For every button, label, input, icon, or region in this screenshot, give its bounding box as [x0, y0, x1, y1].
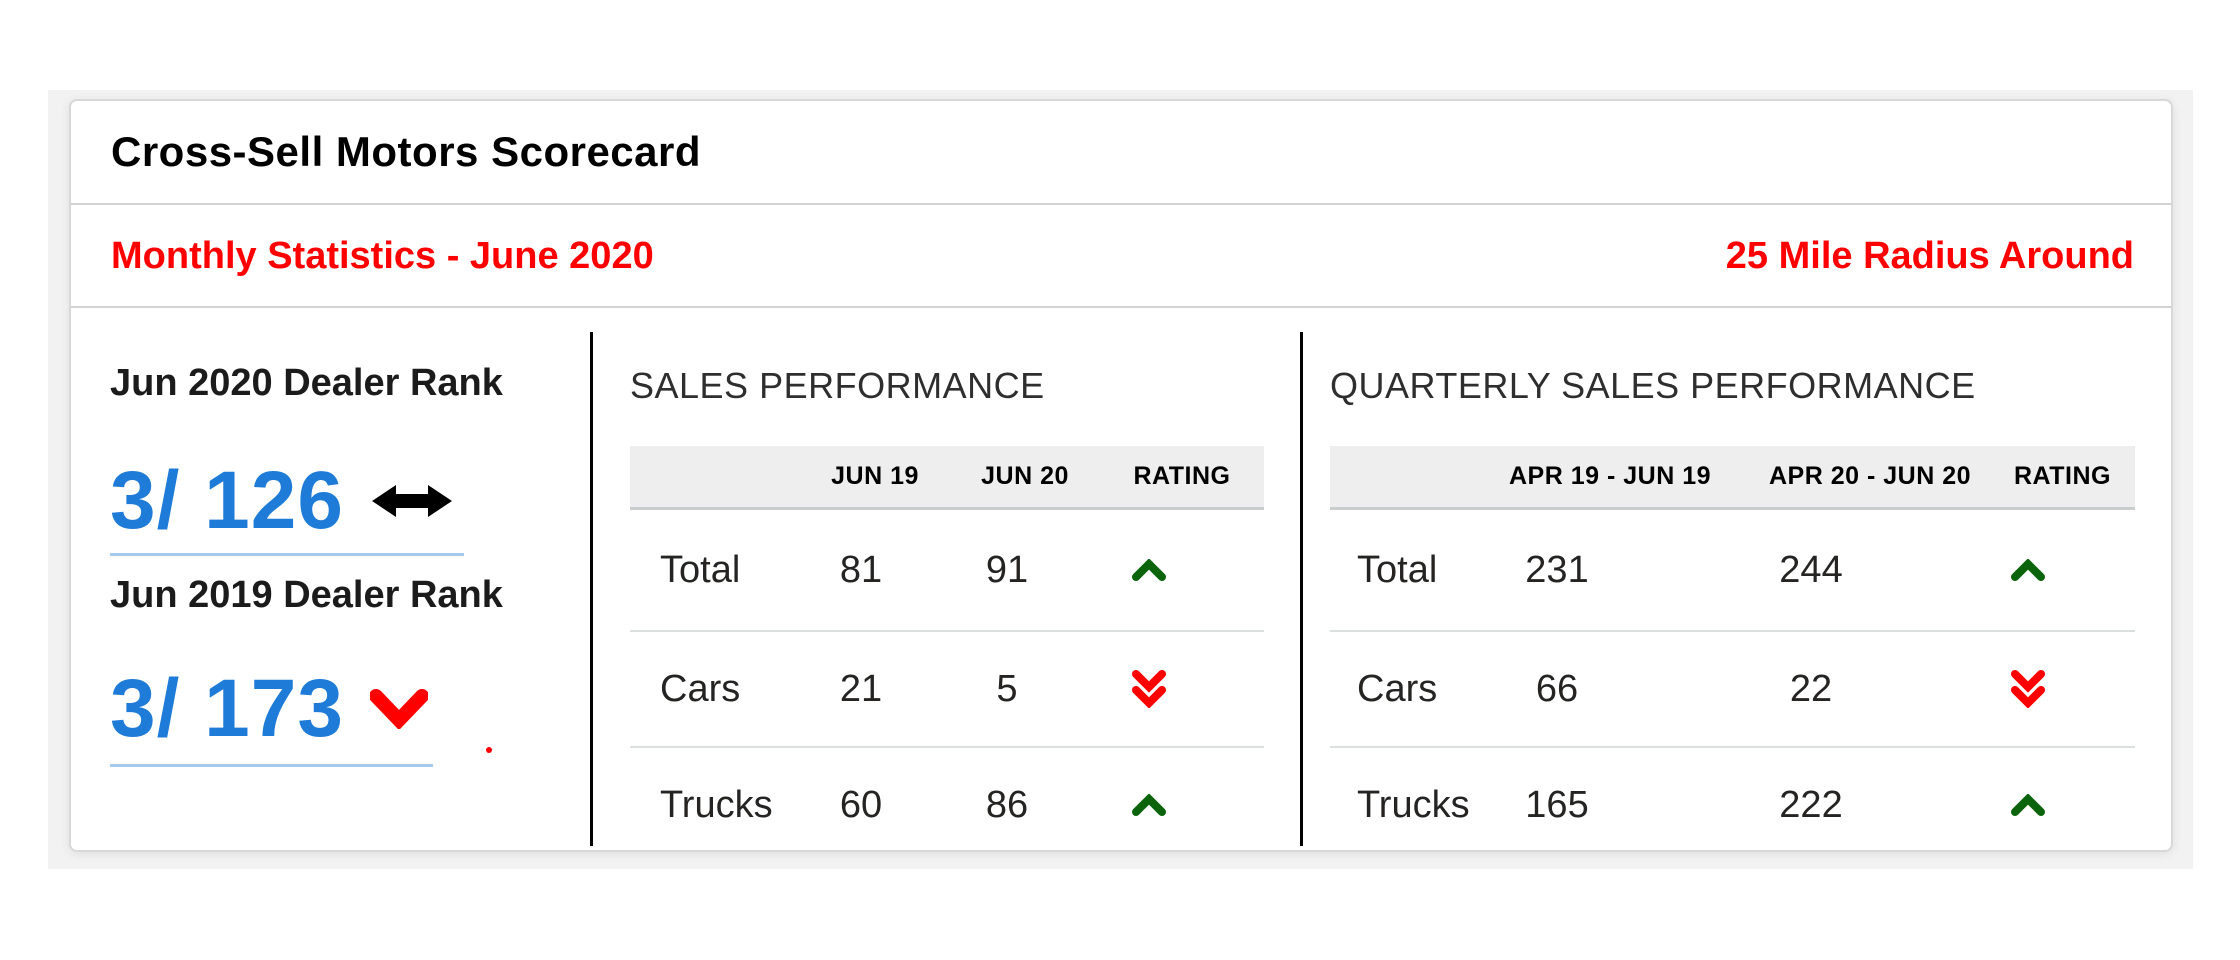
- row-label: Total: [660, 548, 741, 591]
- kpi-2020-underline: [110, 553, 464, 556]
- subtitle-left: Monthly Statistics - June 2020: [111, 235, 654, 277]
- column-header-jun20: JUN 20: [981, 462, 1069, 490]
- table-row: Trucks 165 222: [1330, 746, 2135, 862]
- cell-value: 66: [1535, 667, 1579, 710]
- column-header-apr19-jun19: APR 19 - JUN 19: [1508, 462, 1712, 490]
- trend-double-down-icon: [1067, 670, 1231, 708]
- page-title: Cross-Sell Motors Scorecard: [111, 128, 702, 175]
- table-row: Trucks 60 86: [630, 746, 1264, 862]
- kpi-2019-value-row: 3/ 173: [110, 661, 428, 757]
- title-row: Cross-Sell Motors Scorecard: [71, 101, 2171, 205]
- row-label: Trucks: [660, 783, 773, 826]
- row-label: Total: [1357, 548, 1438, 591]
- table-row: Cars 21 5: [630, 630, 1264, 746]
- subtitle-row: Monthly Statistics - June 2020 25 Mile R…: [71, 207, 2171, 308]
- kpi-2019-value: 3/ 173: [110, 663, 344, 754]
- cell-value: 91: [985, 548, 1029, 591]
- kpi-2019-underline: [110, 764, 433, 767]
- kpi-2020-value-row: 3/ 126: [110, 453, 454, 549]
- cell-value: 244: [1779, 548, 1843, 591]
- row-label: Cars: [660, 667, 741, 710]
- section-divider-right: [1300, 332, 1303, 846]
- cell-value: 86: [985, 783, 1029, 826]
- sales-performance-title: SALES PERFORMANCE: [630, 365, 1045, 406]
- trend-double-down-icon: [1955, 670, 2100, 708]
- quarterly-header: APR 19 - JUN 19 APR 20 - JUN 20 RATING: [1330, 446, 2135, 510]
- left-right-arrow-icon: [370, 483, 454, 519]
- sales-performance-header: JUN 19 JUN 20 RATING: [630, 446, 1264, 510]
- cell-value: 231: [1525, 548, 1589, 591]
- quarterly-sales-performance-title: QUARTERLY SALES PERFORMANCE: [1330, 365, 1976, 406]
- row-label: Trucks: [1357, 783, 1470, 826]
- section-divider-left: [590, 332, 593, 846]
- scorecard-card: Cross-Sell Motors Scorecard Monthly Stat…: [69, 99, 2173, 852]
- table-row: Total 81 91: [630, 510, 1264, 630]
- table-row: Total 231 244: [1330, 510, 2135, 630]
- cell-value: 222: [1779, 783, 1843, 826]
- table-row: Cars 66 22: [1330, 630, 2135, 746]
- cell-value: 21: [839, 667, 883, 710]
- sales-performance-table: SALES PERFORMANCE JUN 19 JUN 20 RATING T…: [630, 366, 1264, 862]
- column-header-rating: RATING: [2014, 462, 2111, 490]
- trend-up-icon: [1067, 794, 1231, 816]
- chevron-down-icon: [369, 689, 428, 729]
- cell-value: 60: [839, 783, 883, 826]
- column-header-apr20-jun20: APR 20 - JUN 20: [1768, 462, 1972, 490]
- column-header-rating: RATING: [1133, 462, 1231, 490]
- red-dot-artifact: [486, 747, 492, 753]
- column-header-jun19: JUN 19: [831, 462, 919, 490]
- subtitle-right: 25 Mile Radius Around: [1725, 235, 2134, 277]
- trend-up-icon: [1955, 559, 2100, 581]
- kpi-2020-label: Jun 2020 Dealer Rank: [110, 362, 503, 404]
- quarterly-sales-performance-table: QUARTERLY SALES PERFORMANCE APR 19 - JUN…: [1330, 366, 2135, 862]
- kpi-2020-value: 3/ 126: [110, 455, 344, 546]
- cell-value: 22: [1789, 667, 1833, 710]
- cell-value: 5: [996, 667, 1018, 710]
- trend-up-icon: [1955, 794, 2100, 816]
- cell-value: 165: [1525, 783, 1589, 826]
- kpi-2019-label: Jun 2019 Dealer Rank: [110, 574, 503, 616]
- row-label: Cars: [1357, 667, 1438, 710]
- trend-up-icon: [1067, 559, 1231, 581]
- cell-value: 81: [839, 548, 883, 591]
